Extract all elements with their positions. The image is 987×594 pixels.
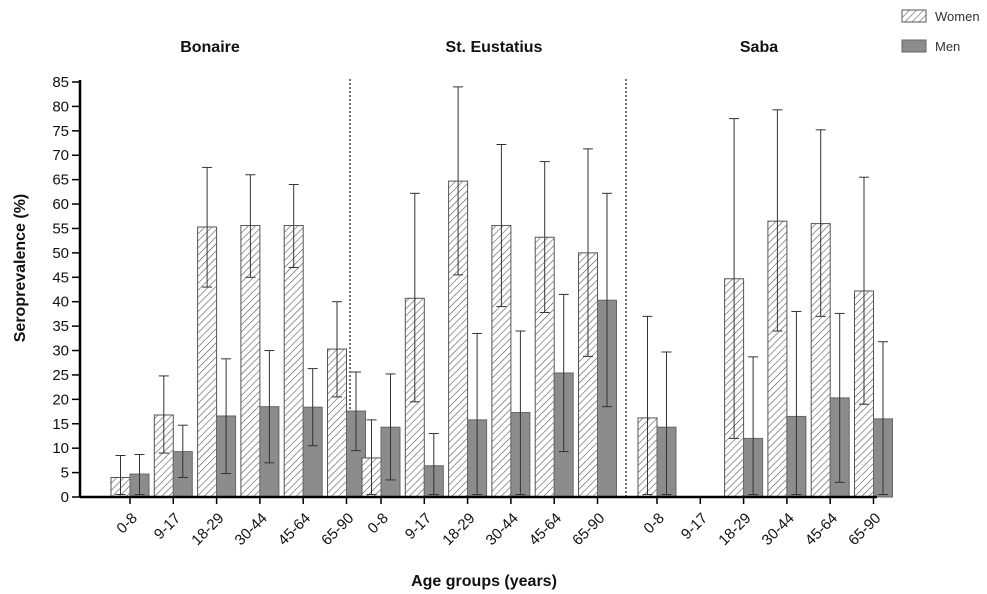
y-tick-label: 70 (52, 147, 69, 164)
y-tick-label: 80 (52, 98, 69, 115)
y-tick-label: 10 (52, 440, 69, 457)
x-tick-label: 45-64 (275, 510, 314, 549)
y-tick-label: 35 (52, 318, 69, 335)
x-axis-title: Age groups (years) (411, 573, 557, 590)
x-tick-label: 9-17 (678, 510, 711, 543)
x-tick-label: 30-44 (759, 510, 798, 549)
group-label-bonaire: Bonaire (180, 39, 240, 56)
x-tick-label: 0-8 (640, 510, 667, 537)
legend-swatch-men (901, 39, 927, 53)
legend-label-women: Women (935, 9, 980, 24)
x-tick-label: 18-29 (715, 510, 754, 549)
group-label-saba: Saba (740, 39, 778, 56)
x-tick-label: 18-29 (439, 510, 478, 549)
x-tick-label: 0-8 (113, 510, 140, 537)
legend-swatch-women (901, 9, 927, 23)
y-axis-title: Seroprevalence (%) (12, 194, 29, 343)
group-label-st-eustatius: St. Eustatius (446, 39, 543, 56)
y-tick-label: 0 (61, 489, 69, 506)
y-tick-label: 30 (52, 343, 69, 360)
x-tick-label: 0-8 (364, 510, 391, 537)
y-tick-label: 20 (52, 391, 69, 408)
y-tick-label: 85 (52, 74, 69, 91)
x-tick-label: 18-29 (188, 510, 227, 549)
x-tick-label: 65-90 (845, 510, 884, 549)
y-tick-label: 55 (52, 220, 69, 237)
plot-area: 0 5 10 15 20 25 30 35 40 45 50 55 60 65 70 75 80 85 0-8 9-1… (52, 74, 893, 549)
x-tick-label: 45-64 (526, 510, 565, 549)
y-tick-label: 65 (52, 172, 69, 189)
x-tick-label: 30-44 (483, 510, 522, 549)
x-tick-label: 30-44 (232, 510, 271, 549)
x-tick-label: 65-90 (318, 510, 357, 549)
legend: Women Men (901, 9, 980, 54)
y-tick-label: 5 (61, 465, 69, 482)
x-tick-label: 65-90 (569, 510, 608, 549)
y-tick-label: 45 (52, 269, 69, 286)
legend-label-men: Men (935, 39, 960, 54)
y-tick-label: 40 (52, 294, 69, 311)
x-tick-label: 45-64 (802, 510, 841, 549)
x-tick-label: 9-17 (151, 510, 184, 543)
y-tick-label: 25 (52, 367, 69, 384)
y-tick-label: 15 (52, 416, 69, 433)
y-tick-label: 60 (52, 196, 69, 213)
y-tick-label: 50 (52, 245, 69, 262)
x-tick-label: 9-17 (402, 510, 435, 543)
y-tick-label: 75 (52, 123, 69, 140)
